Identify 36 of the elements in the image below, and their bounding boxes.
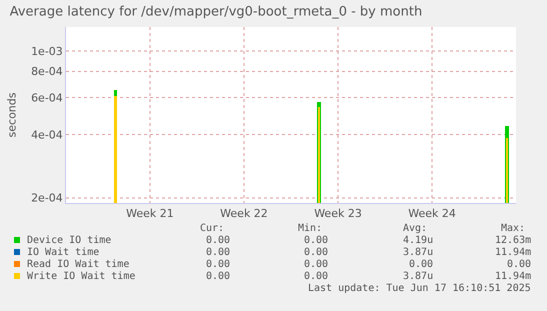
text: 0.00 <box>304 259 328 270</box>
y-axis-title: seconds <box>6 92 19 138</box>
x-tick-label: Week 22 <box>220 207 268 220</box>
legend-label: IO Wait time <box>27 247 100 258</box>
y-tick-label: 8e-04 <box>31 65 63 78</box>
chart-title: Average latency for /dev/mapper/vg0-boot_rmeta_0 - by month <box>10 4 422 20</box>
text: Last update: Tue Jun 17 16:10:51 2025 <box>308 283 531 294</box>
text: 3.87u <box>403 271 434 282</box>
text: 0.00 <box>304 271 328 282</box>
text: 0.00 <box>206 271 230 282</box>
text: 11.94m <box>495 271 532 282</box>
text: 0.00 <box>206 259 230 270</box>
text: 3.87u <box>403 247 434 258</box>
y-tick-label: 6e-04 <box>31 91 63 104</box>
text: Cur: <box>200 223 224 234</box>
text: 12.63m <box>495 235 532 246</box>
y-tick-label: 2e-04 <box>31 192 63 205</box>
text: Avg: <box>403 223 428 234</box>
legend-label: Device IO time <box>27 235 112 246</box>
text: 0.00 <box>206 247 230 258</box>
text: 11.94m <box>495 247 532 258</box>
text: 0.00 <box>304 247 328 258</box>
legend-label: Read IO Wait time <box>27 259 130 270</box>
y-tick-label: 4e-04 <box>31 128 63 142</box>
x-tick-label: Week 23 <box>314 207 362 220</box>
legend-label: Write IO Wait time <box>27 271 136 282</box>
text: Max: <box>501 223 526 234</box>
y-tick-label: 1e-03 <box>31 44 63 58</box>
text: 0.00 <box>409 259 434 270</box>
x-tick-label: Week 24 <box>408 207 456 220</box>
text: Min: <box>298 223 322 234</box>
text: 4.19u <box>403 235 434 246</box>
x-tick-label: Week 21 <box>126 207 174 220</box>
text: 0.00 <box>206 235 230 246</box>
text: 0.00 <box>507 259 532 270</box>
text: 0.00 <box>304 235 328 246</box>
